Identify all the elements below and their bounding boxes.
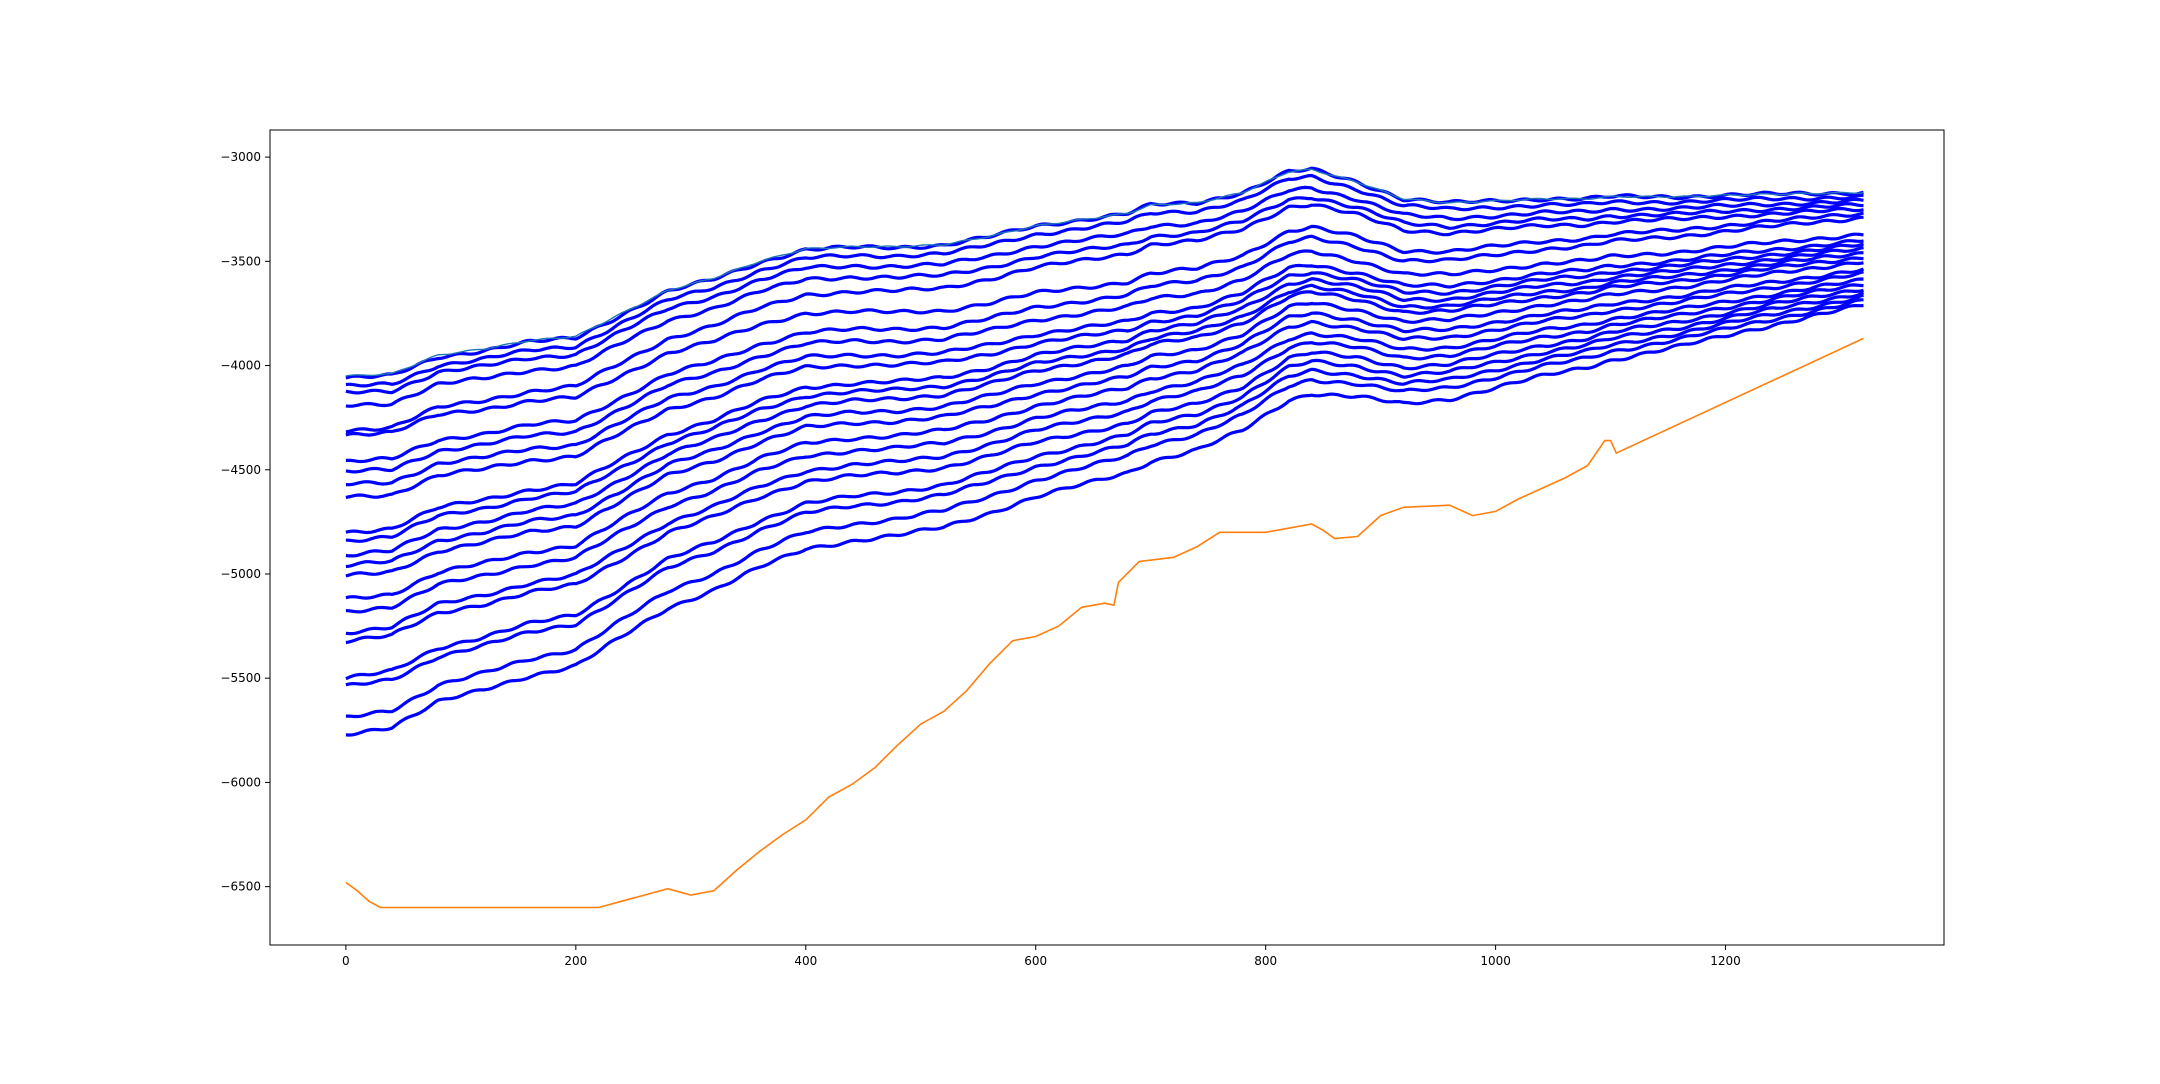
x-tick-label: 200 — [564, 954, 587, 968]
band-line — [345, 261, 1864, 569]
band-line — [345, 293, 1864, 687]
band-line — [345, 232, 1864, 474]
y-tick-label: −6500 — [220, 880, 261, 894]
band-line — [345, 256, 1864, 558]
band-line — [345, 270, 1864, 600]
band-line — [345, 291, 1865, 681]
y-tick-label: −6000 — [220, 775, 261, 789]
y-tick-label: −5000 — [220, 567, 261, 581]
x-tick-label: 0 — [342, 954, 350, 968]
band-top-line — [345, 168, 1864, 377]
x-axis: 0 200 400 600 800 1000 1200 — [342, 945, 1741, 968]
y-tick-label: −3000 — [220, 150, 261, 164]
band-line — [345, 239, 1864, 487]
band-line — [345, 288, 1864, 645]
band-line — [345, 242, 1864, 500]
y-tick-label: −4500 — [220, 463, 261, 477]
blue-band-lines — [345, 166, 1865, 737]
band-line — [345, 196, 1864, 408]
x-tick-label: 800 — [1254, 954, 1277, 968]
band-line — [345, 211, 1864, 437]
band-line — [345, 245, 1864, 535]
plot-frame — [269, 129, 1945, 946]
y-tick-label: −5500 — [220, 671, 261, 685]
y-axis: −6500 −6000 −5500 −5000 −4500 −4000 −3500 −3000 — [220, 150, 270, 894]
band-line — [345, 283, 1864, 636]
band-line — [345, 304, 1864, 737]
x-tick-label: 1200 — [1710, 954, 1741, 968]
band-line — [345, 277, 1864, 614]
band-line — [345, 267, 1865, 578]
y-tick-label: −4000 — [220, 359, 261, 373]
band-line — [345, 215, 1864, 464]
band-line — [345, 251, 1864, 543]
y-tick-label: −3500 — [220, 254, 261, 268]
x-tick-label: 1000 — [1480, 954, 1511, 968]
x-tick-label: 400 — [794, 954, 817, 968]
band-line — [345, 298, 1864, 719]
band-line — [345, 185, 1864, 395]
envelope-line — [345, 337, 1864, 909]
band-line — [345, 203, 1864, 434]
band-line — [345, 173, 1864, 388]
orange-envelope-line — [345, 337, 1864, 909]
x-tick-label: 600 — [1024, 954, 1047, 968]
